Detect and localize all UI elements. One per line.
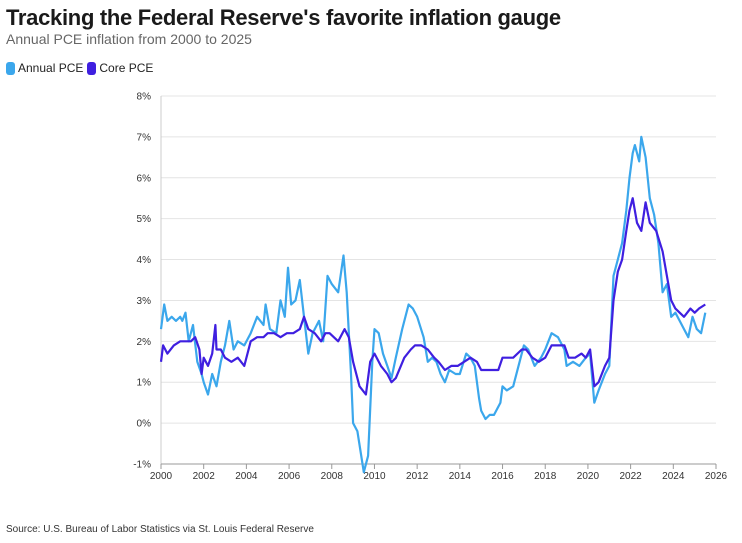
legend-label: Core PCE	[99, 61, 154, 75]
x-tick-label: 2018	[534, 471, 557, 482]
y-tick-label: 5%	[137, 214, 152, 225]
y-tick-label: 6%	[137, 173, 152, 184]
legend-swatch-annual-pce	[6, 61, 15, 75]
legend-item-annual-pce[interactable]: Annual PCE	[6, 61, 83, 75]
source-note: Source: U.S. Bureau of Labor Statistics …	[6, 524, 314, 535]
y-tick-label: -1%	[133, 460, 151, 471]
legend-item-core-pce[interactable]: Core PCE	[87, 61, 153, 75]
y-tick-label: 3%	[137, 296, 152, 307]
x-tick-label: 2006	[278, 471, 301, 482]
x-tick-label: 2002	[193, 471, 216, 482]
y-tick-label: 2%	[137, 337, 152, 348]
y-tick-label: 0%	[137, 419, 152, 430]
x-tick-label: 2004	[235, 471, 258, 482]
x-tick-label: 2014	[449, 471, 472, 482]
x-tick-label: 2022	[619, 471, 642, 482]
y-tick-label: 8%	[137, 92, 152, 103]
x-tick-label: 2012	[406, 471, 429, 482]
chart-title: Tracking the Federal Reserve's favorite …	[6, 5, 561, 30]
series-line-annual-pce	[159, 135, 707, 474]
x-tick-label: 2024	[662, 471, 685, 482]
x-tick-label: 2020	[577, 471, 600, 482]
legend-swatch-core-pce	[87, 61, 97, 75]
x-tick-label: 2016	[491, 471, 514, 482]
legend-label: Annual PCE	[18, 61, 84, 75]
x-tick-label: 2026	[705, 471, 728, 482]
chart-subtitle: Annual PCE inflation from 2000 to 2025	[6, 31, 252, 47]
x-tick-label: 2010	[363, 471, 386, 482]
legend: Annual PCE Core PCE	[6, 61, 157, 75]
y-tick-label: 4%	[137, 255, 152, 266]
y-tick-label: 7%	[137, 132, 152, 143]
x-tick-label: 2000	[150, 471, 173, 482]
y-tick-label: 1%	[137, 378, 152, 389]
x-tick-label: 2008	[321, 471, 344, 482]
series-line-core-pce	[159, 197, 706, 396]
